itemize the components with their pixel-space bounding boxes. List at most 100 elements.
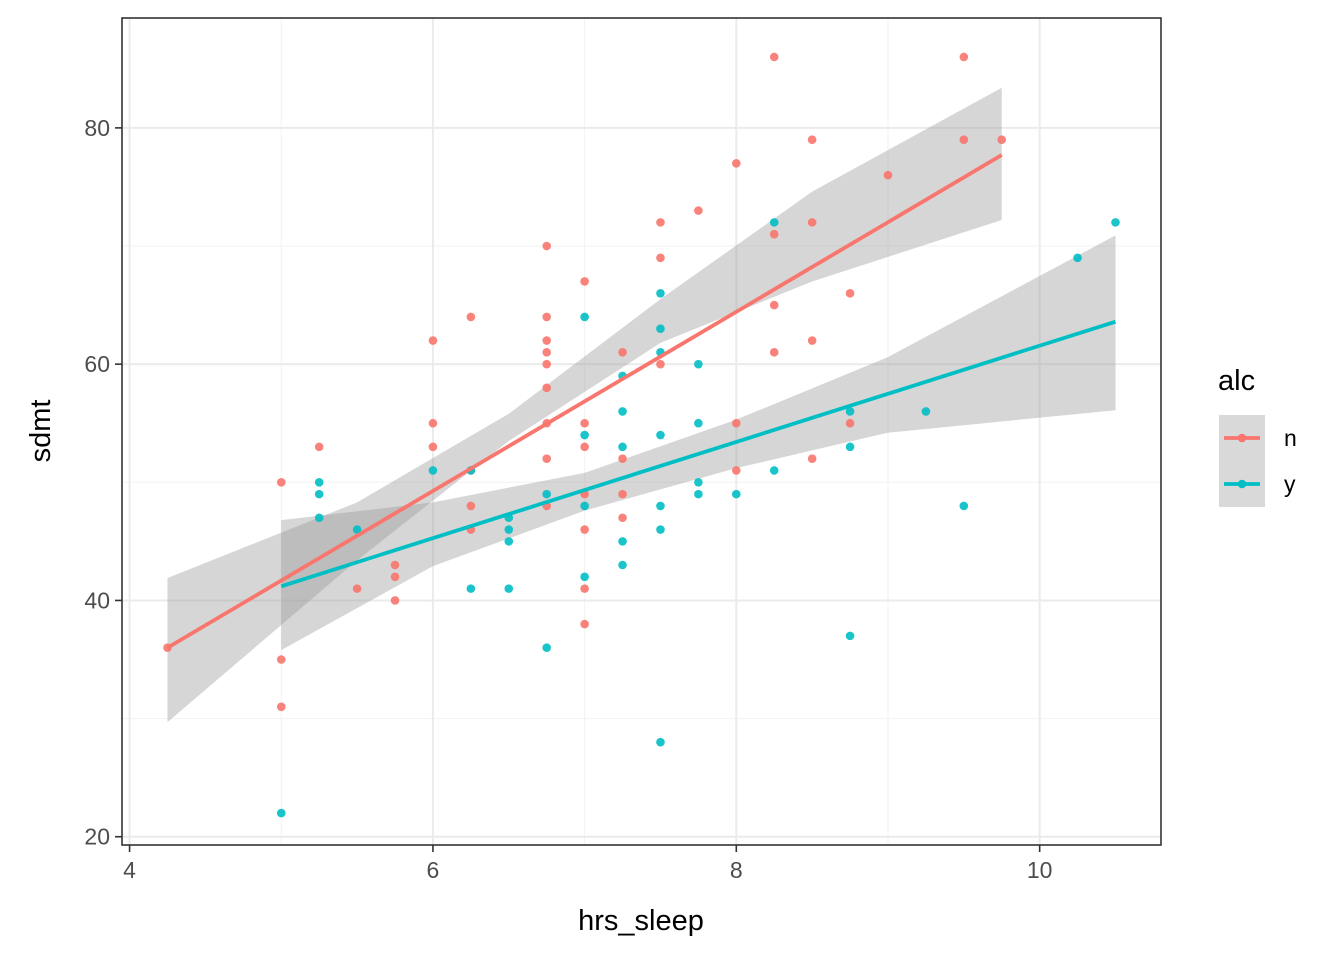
point-y (694, 359, 703, 369)
x-tick-label: 10 (1027, 857, 1053, 883)
point-n (845, 418, 855, 428)
point-n (694, 206, 703, 215)
x-axis-title: hrs_sleep (578, 905, 704, 937)
point-y (656, 324, 665, 334)
point-y (314, 478, 324, 487)
y-tick-label: 80 (84, 115, 110, 141)
point-n (276, 478, 286, 487)
fit-line-n (166, 153, 1003, 650)
point-y (845, 442, 855, 452)
point-n (542, 348, 552, 357)
plot-background (122, 18, 1161, 845)
point-n (731, 466, 741, 475)
point-n (769, 348, 779, 357)
point-n (352, 584, 362, 593)
legend-key-point-y (1237, 479, 1247, 489)
point-y (1111, 218, 1120, 227)
point-y (656, 525, 665, 534)
y-axis: 20 40 60 80 (84, 115, 122, 850)
point-y (580, 572, 589, 582)
y-axis-title: sdmt (25, 400, 57, 463)
point-n (845, 288, 855, 298)
point-n (656, 253, 665, 263)
point-y (314, 489, 324, 499)
point-n (618, 454, 627, 463)
point-y (542, 489, 552, 499)
point-y (921, 407, 931, 416)
point-y (694, 489, 703, 499)
major-grid (122, 18, 1161, 845)
point-n (807, 218, 817, 227)
point-n (390, 560, 400, 570)
point-n (807, 336, 817, 345)
confidence-band-n (167, 87, 1002, 723)
point-y (618, 407, 627, 416)
point-n (428, 418, 438, 428)
point-n (276, 655, 286, 664)
point-n (542, 454, 552, 463)
point-n (390, 572, 400, 582)
point-n (580, 442, 589, 452)
confidence-ribbons (167, 87, 1116, 723)
point-y (542, 643, 552, 653)
point-y (466, 584, 476, 593)
point-n (466, 501, 476, 511)
y-tick-label: 40 (84, 587, 110, 613)
point-n (656, 359, 665, 369)
point-n (731, 418, 741, 428)
point-y (504, 537, 514, 546)
point-n (542, 383, 552, 393)
point-y (769, 466, 779, 475)
point-n (883, 170, 893, 180)
point-n (618, 348, 627, 357)
point-n (731, 159, 741, 168)
point-n (807, 135, 817, 144)
point-y (656, 501, 665, 511)
point-n (542, 312, 552, 322)
fit-line-y (280, 319, 1117, 589)
x-tick-label: 4 (123, 857, 136, 883)
point-n (466, 312, 476, 322)
point-n (580, 584, 589, 593)
point-n (959, 135, 969, 144)
point-y (314, 513, 324, 523)
point-n (542, 336, 552, 345)
y-tick-label: 60 (84, 351, 110, 377)
point-y (656, 737, 665, 747)
point-y (504, 584, 514, 593)
point-y (352, 525, 362, 534)
point-y (694, 418, 703, 428)
legend-title: alc (1218, 365, 1255, 397)
point-y (656, 288, 665, 298)
y-tick-label: 20 (84, 824, 110, 850)
point-y (276, 808, 286, 818)
point-n (959, 52, 969, 62)
point-y (845, 407, 855, 416)
point-n (276, 702, 286, 712)
point-y (618, 442, 627, 452)
point-n (580, 277, 589, 286)
x-axis: 4 6 8 10 (123, 845, 1052, 883)
point-n (769, 52, 779, 62)
point-n (997, 135, 1007, 144)
point-y (618, 537, 627, 546)
legend: alc ny (1218, 365, 1297, 507)
point-n (807, 454, 817, 463)
point-y (618, 560, 627, 570)
point-y (731, 489, 741, 499)
point-y (694, 478, 703, 487)
point-y (580, 312, 589, 322)
point-y (769, 218, 779, 227)
point-n (428, 442, 438, 452)
point-n (580, 418, 589, 428)
fit-lines (166, 153, 1117, 650)
point-n (656, 218, 665, 227)
point-y (959, 501, 969, 511)
point-n (618, 489, 627, 499)
point-n (618, 513, 627, 523)
point-n (769, 300, 779, 310)
point-y (656, 430, 665, 440)
point-n (390, 596, 400, 605)
point-y (580, 501, 589, 511)
